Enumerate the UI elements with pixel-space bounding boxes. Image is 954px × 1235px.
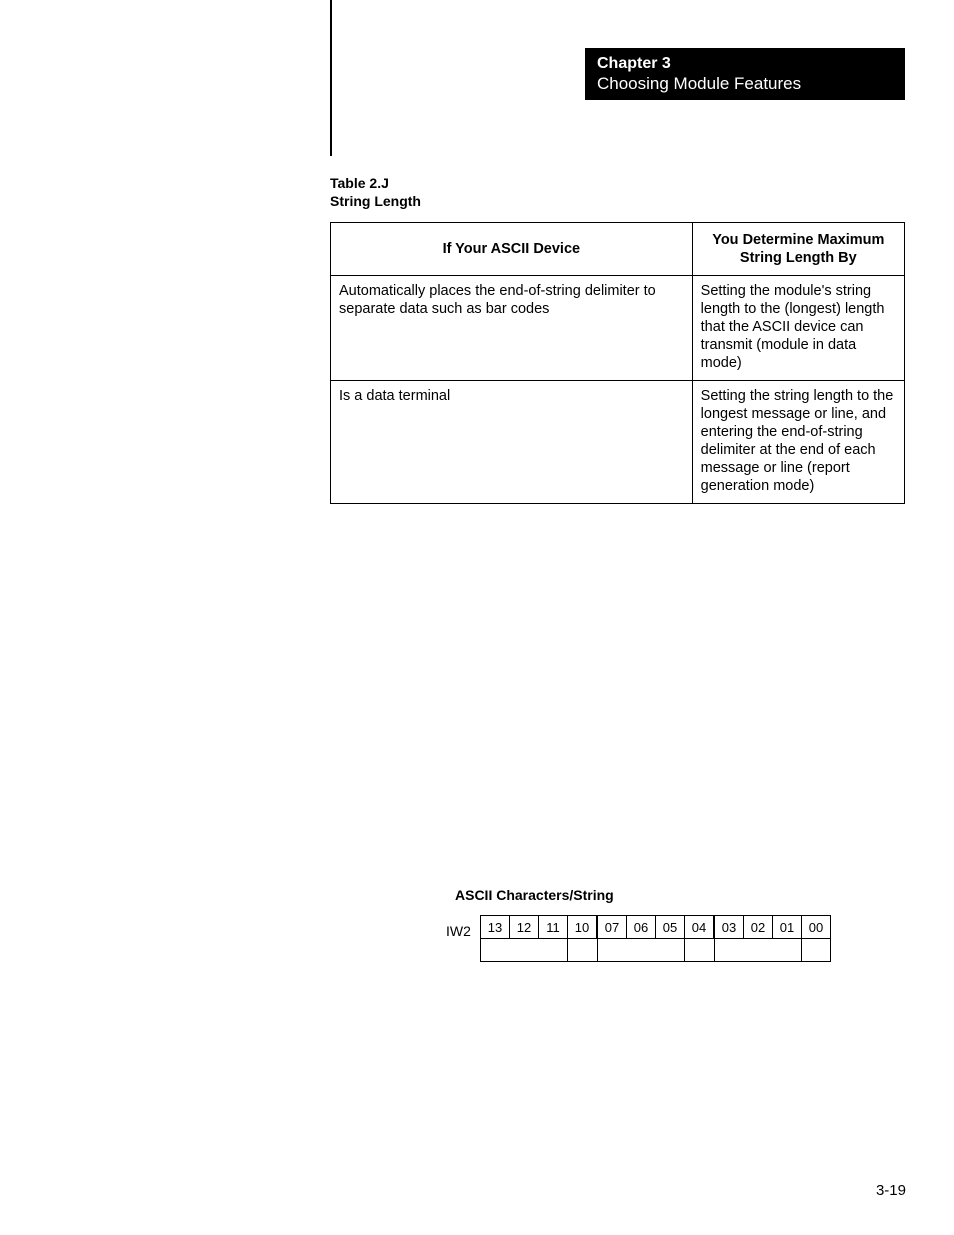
bit-blank-cell <box>744 939 773 962</box>
bit-cell: 00 <box>802 916 831 939</box>
table-cell: Is a data terminal <box>331 381 693 504</box>
table-cell: Automatically places the end-of-string d… <box>331 276 693 381</box>
page-number: 3-19 <box>876 1182 906 1199</box>
bit-cell: 02 <box>744 916 773 939</box>
table-header-cell: If Your ASCII Device <box>331 223 693 276</box>
string-length-table: If Your ASCII Device You Determine Maxim… <box>330 222 905 504</box>
bit-blank-cell <box>597 939 627 962</box>
chapter-label: Chapter 3 <box>597 54 893 74</box>
bit-cell: 04 <box>685 916 715 939</box>
bit-blank-cell <box>714 939 744 962</box>
bit-cell: 07 <box>597 916 627 939</box>
bit-cell: 10 <box>568 916 598 939</box>
table-cell: Setting the string length to the longest… <box>692 381 904 504</box>
table-caption-title: String Length <box>330 192 421 210</box>
vertical-rule <box>330 0 332 156</box>
bit-blank-cell <box>685 939 715 962</box>
bit-blank-cell <box>510 939 539 962</box>
bit-blank-row <box>481 939 831 962</box>
table-caption-id: Table 2.J <box>330 174 421 192</box>
table-caption: Table 2.J String Length <box>330 174 421 210</box>
bit-blank-cell <box>656 939 685 962</box>
table-row: Automatically places the end-of-string d… <box>331 276 905 381</box>
table-row: Is a data terminal Setting the string le… <box>331 381 905 504</box>
table-cell: Setting the module's string length to th… <box>692 276 904 381</box>
chapter-title: Choosing Module Features <box>597 74 893 94</box>
bit-diagram-row-label: IW2 <box>446 923 471 939</box>
bit-diagram-caption: ASCII Characters/String <box>455 887 614 903</box>
bit-blank-cell <box>802 939 831 962</box>
bit-blank-cell <box>773 939 802 962</box>
bit-diagram: 13 12 11 10 07 06 05 04 03 02 01 00 <box>480 915 831 962</box>
bit-blank-cell <box>568 939 598 962</box>
bit-cell: 11 <box>539 916 568 939</box>
bit-cell: 05 <box>656 916 685 939</box>
bit-blank-cell <box>539 939 568 962</box>
table-header-cell: You Determine Maximum String Length By <box>692 223 904 276</box>
page: Chapter 3 Choosing Module Features Table… <box>0 0 954 1235</box>
bit-cell: 12 <box>510 916 539 939</box>
chapter-header: Chapter 3 Choosing Module Features <box>585 48 905 100</box>
bit-blank-cell <box>481 939 510 962</box>
bit-cell: 06 <box>627 916 656 939</box>
bit-blank-cell <box>627 939 656 962</box>
bit-cell: 13 <box>481 916 510 939</box>
table-header-row: If Your ASCII Device You Determine Maxim… <box>331 223 905 276</box>
bit-cell: 01 <box>773 916 802 939</box>
bit-cell: 03 <box>714 916 744 939</box>
bit-table: 13 12 11 10 07 06 05 04 03 02 01 00 <box>480 915 831 962</box>
bit-label-row: 13 12 11 10 07 06 05 04 03 02 01 00 <box>481 916 831 939</box>
